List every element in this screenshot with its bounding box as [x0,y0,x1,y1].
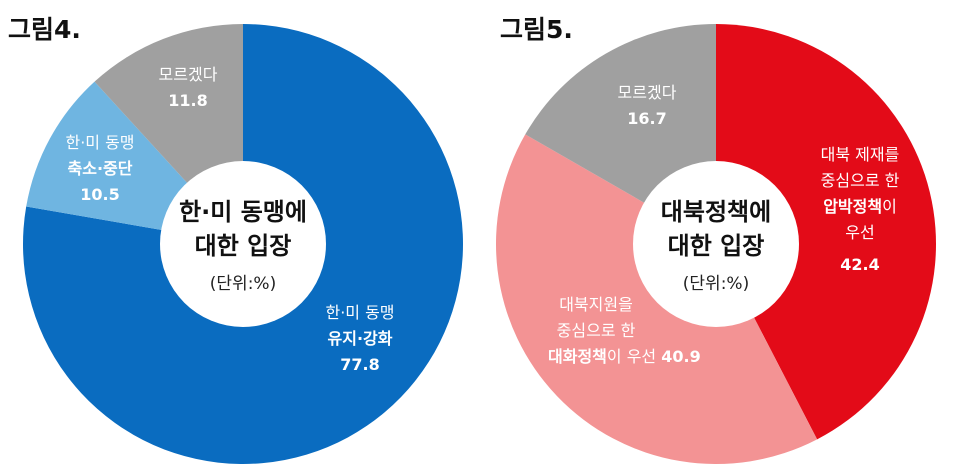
figure-5-slice-2-label-line-1: 모르겠다 [618,83,677,102]
figure-5-slice-0 [716,24,936,440]
figure-5-center-hole [633,161,799,327]
figure-5-slice-0-value: 42.4 [840,255,879,274]
figure-4-unit-label: (단위:%) [210,274,276,294]
figure-5-center-title-line-2: 대한 입장 [668,232,765,260]
figure-4-slice-0-label-line-2: 유지·강화 [328,329,393,348]
figure-5-label: 그림5. [500,15,573,44]
figure-4: 그림4. 한·미 동맹에 대한 입장 (단위:%) 한·미 동맹 유지·강화 7… [8,15,463,464]
figure-5-slice-0-label-suffix: 이 [882,197,897,216]
figure-4-label: 그림4. [8,15,81,44]
figure-5-slice-1-label-line-3: 대화정책이 우선 40.9 [548,347,701,366]
figure-5-slice-1-label-line-2: 중심으로 한 [557,321,636,340]
figure-5-slice-1-value: 40.9 [661,347,700,366]
figure-5-unit-label: (단위:%) [683,274,749,294]
figure-5-slice-0-label-line-2: 중심으로 한 [821,171,900,190]
figure-4-center-hole [160,161,326,327]
figure-5-slice-0-label-line-3: 압박정책이 [823,197,897,216]
figure-4-slice-1-label-line-1: 한·미 동맹 [65,133,134,152]
figure-5: 그림5. 대북정책에 대한 입장 (단위:%) 대북 제재를 중심으로 한 압박… [495,15,936,464]
figure-4-slice-2-value: 11.8 [168,91,207,110]
figure-5-slice-2-value: 16.7 [627,109,666,128]
figure-5-slice-0-label-line-4: 우선 [845,223,874,242]
figure-5-slice-1-label-line-1: 대북지원을 [559,295,633,314]
figure-4-slice-0-label-line-1: 한·미 동맹 [325,303,394,322]
figure-5-slice-1-label-suffix: 이 우선 [607,347,661,366]
figure-4-center-title-line-2: 대한 입장 [195,232,292,260]
figure-5-center-title-line-1: 대북정책에 [661,198,771,226]
figure-4-slice-0-value: 77.8 [340,355,379,374]
figure-4-slice-1-value: 10.5 [80,185,119,204]
figure-4-slice-2-label-line-1: 모르겠다 [159,65,218,84]
figure-4-slice-1-label-line-2: 축소·중단 [68,159,133,178]
figure-5-slice-1-emphasis: 대화정책 [548,347,607,366]
figure-5-slice-0-label-line-1: 대북 제재를 [821,145,900,164]
figure-5-slice-0-emphasis: 압박정책 [823,197,882,216]
figure-4-center-title-line-1: 한·미 동맹에 [179,198,307,226]
